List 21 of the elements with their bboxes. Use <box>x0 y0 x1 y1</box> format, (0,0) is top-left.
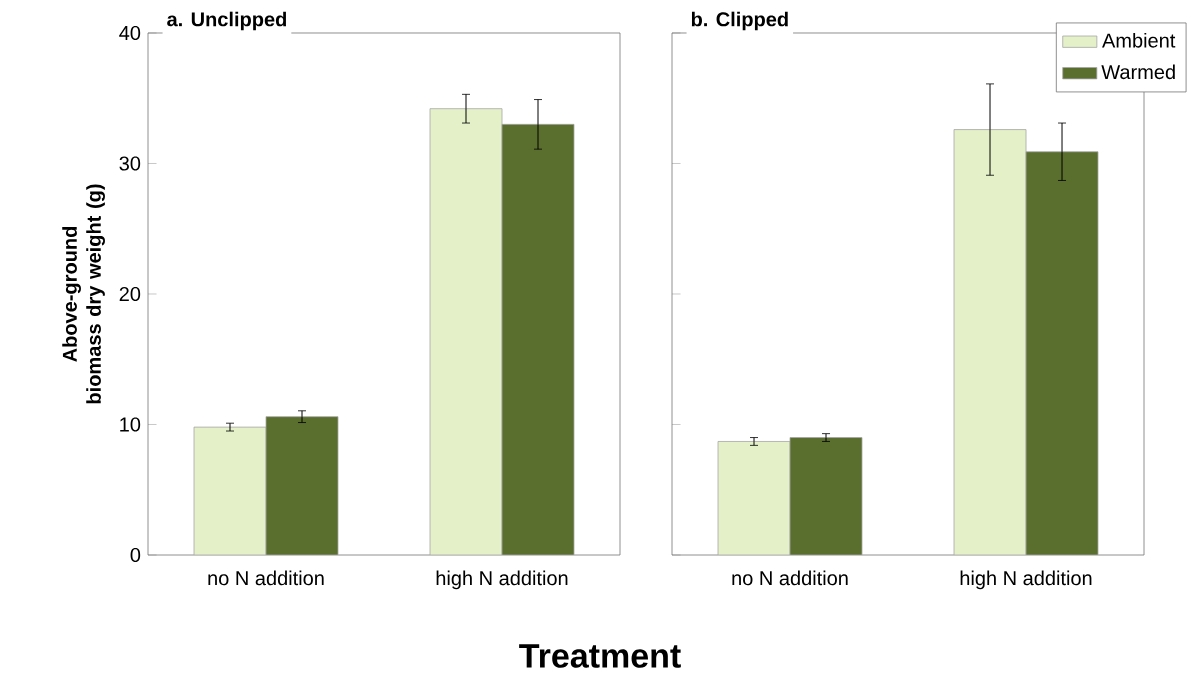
x-axis-title: Treatment <box>519 644 681 668</box>
y-axis-title: Above-ground biomass dry weight (g) <box>62 184 105 404</box>
bar <box>789 437 863 555</box>
x-tick-label: high N addition <box>960 570 1092 590</box>
chart-title: b. Clipped <box>691 11 788 31</box>
y-tick-label: 30 <box>119 156 141 171</box>
x-tick-label: no N addition <box>208 570 324 586</box>
y-tick-label: 0 <box>130 547 141 563</box>
x-tick-label: high N addition <box>436 570 568 590</box>
chart-title: a. Unclipped <box>167 11 287 31</box>
y-tick-label: 10 <box>120 417 141 432</box>
bar <box>501 123 575 555</box>
bar <box>429 108 503 555</box>
y-tick-label: 20 <box>119 286 141 302</box>
y-tick-label: 40 <box>119 25 141 41</box>
bar <box>193 426 267 555</box>
legend-label: Ambient <box>1102 32 1176 48</box>
bar <box>265 416 339 555</box>
bar <box>1025 151 1099 555</box>
x-tick-label: no N addition <box>732 570 848 586</box>
legend-label: Warmed <box>1101 64 1175 80</box>
